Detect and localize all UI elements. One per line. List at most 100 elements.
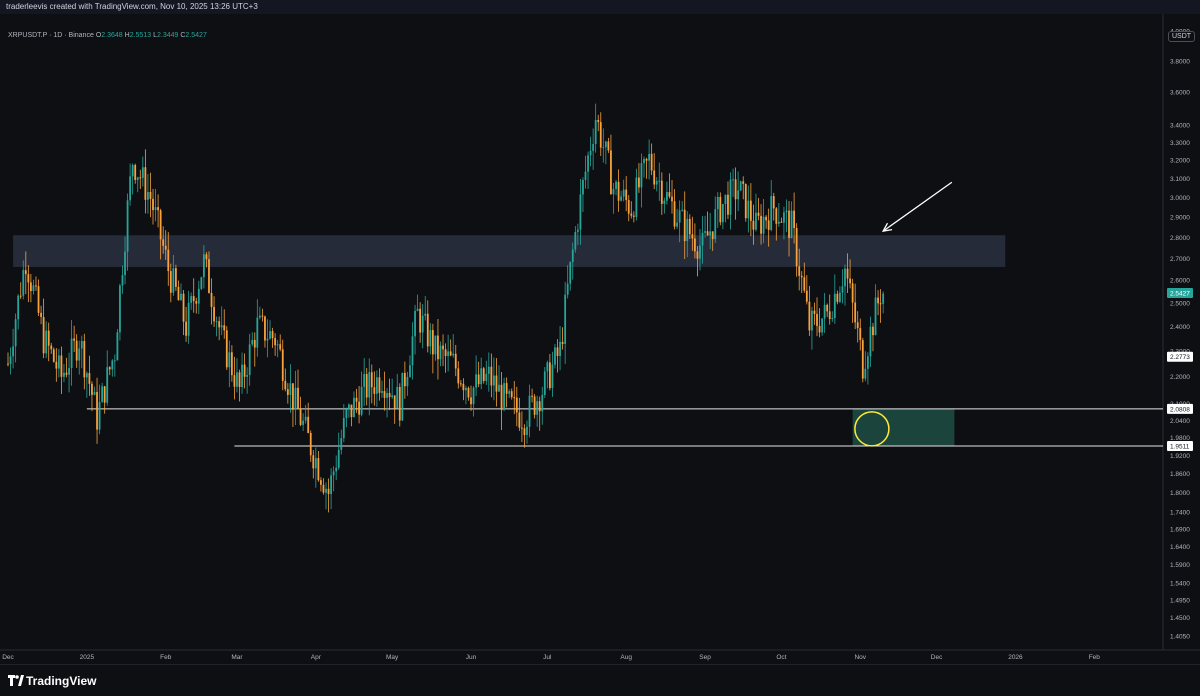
candle-body (866, 356, 869, 369)
y-tick-label: 1.4050 (1170, 633, 1190, 640)
candle-body (373, 387, 376, 394)
candle-body (737, 190, 740, 200)
currency-button[interactable]: USDT (1168, 31, 1196, 42)
x-tick-label: Nov (854, 654, 866, 661)
price-chart[interactable]: 4.00003.80003.60003.40003.30003.20003.10… (0, 14, 1200, 664)
annotation-arrow[interactable] (882, 181, 953, 232)
candle-body (849, 278, 851, 284)
low-value: 2.3449 (156, 32, 179, 39)
candle-body (526, 426, 528, 435)
candle-body (304, 416, 307, 421)
candle-body (134, 165, 137, 180)
y-tick-label: 3.3000 (1170, 140, 1190, 147)
candle-body (63, 372, 65, 377)
candle-body (693, 238, 696, 252)
candle-body (874, 297, 877, 336)
x-tick-label: Feb (1089, 654, 1101, 661)
candle-body (706, 231, 709, 236)
candle-body (640, 163, 643, 188)
candle-body (353, 397, 355, 418)
candle-body (218, 321, 221, 328)
candle-body (579, 194, 582, 230)
candle-body (480, 368, 483, 385)
candle-body (251, 340, 254, 345)
x-tick-label: Feb (160, 654, 172, 661)
candle-body (421, 315, 424, 333)
candle-body (299, 409, 302, 425)
candle-body (566, 283, 569, 295)
candle-body (248, 344, 251, 376)
candle-body (454, 353, 457, 369)
symbol-legend: XRPUSDT.P · 1D · Binance O2.3648 H2.5513… (8, 32, 207, 39)
candle-body (716, 196, 719, 210)
y-tick-label: 1.6400 (1170, 544, 1190, 551)
candle-body (841, 286, 844, 293)
candle-body (266, 338, 269, 341)
candle-body (243, 364, 246, 377)
candle-body (294, 387, 297, 410)
candle-body (495, 375, 498, 392)
candle-body (424, 313, 427, 316)
candle-body (289, 383, 292, 395)
candle-body (388, 393, 391, 398)
candle-body (510, 391, 513, 398)
candle-body (246, 375, 249, 377)
x-tick-label: Apr (311, 654, 322, 661)
candle-body (615, 181, 617, 189)
candle-body (9, 356, 12, 365)
candle-body (302, 420, 305, 425)
candle-body (666, 192, 668, 201)
candle-body (531, 395, 533, 397)
highlight-circle[interactable] (854, 411, 890, 447)
candle-body (767, 220, 770, 230)
y-tick-label: 1.9200 (1170, 453, 1190, 460)
candle-body (765, 216, 768, 221)
price-label-level: 1.9511 (1170, 444, 1190, 451)
candle-body (752, 220, 755, 230)
candle-body (798, 266, 801, 276)
y-tick-label: 1.9800 (1170, 435, 1190, 442)
candle-body (470, 397, 472, 405)
candle-body (416, 308, 419, 312)
candle-body (131, 165, 134, 177)
candle-body (429, 330, 432, 347)
candle-body (472, 387, 475, 405)
x-tick-label: Oct (776, 654, 786, 661)
candle-body (330, 475, 332, 495)
price-label-last: 2.5427 (1170, 291, 1190, 298)
chart-frame[interactable]: 4.00003.80003.60003.40003.30003.20003.10… (0, 14, 1200, 664)
candle-body (696, 251, 699, 259)
candle-body (620, 196, 623, 201)
candle-body (739, 181, 742, 191)
candle-body (24, 270, 27, 275)
candle-body (182, 293, 185, 322)
brand-label: TradingView (26, 674, 97, 688)
candle-body (281, 349, 284, 381)
candle-body (17, 295, 20, 320)
candle-body (32, 285, 35, 292)
y-tick-label: 2.7000 (1170, 256, 1190, 263)
candle-body (37, 286, 40, 313)
price-label-box (1167, 288, 1193, 299)
candle-body (772, 196, 775, 209)
candle-body (398, 386, 401, 421)
x-tick-label: Jul (543, 654, 552, 661)
candle-body (258, 315, 261, 318)
candle-body (630, 213, 633, 216)
low-label: L (153, 32, 157, 39)
candle-body (594, 120, 597, 145)
candle-body (805, 290, 808, 302)
y-tick-label: 1.8000 (1170, 490, 1190, 497)
candle-body (68, 368, 70, 375)
candle-body (309, 432, 312, 456)
price-label-level: 2.2773 (1170, 354, 1190, 361)
candle-body (482, 368, 485, 382)
candle-body (213, 307, 215, 322)
open-value: 2.3648 (101, 32, 123, 39)
candle-body (381, 391, 383, 393)
candle-body (826, 304, 829, 312)
high-label: H (124, 32, 130, 39)
candle-body (673, 201, 676, 227)
candle-body (793, 210, 796, 229)
candle-body (57, 355, 60, 369)
